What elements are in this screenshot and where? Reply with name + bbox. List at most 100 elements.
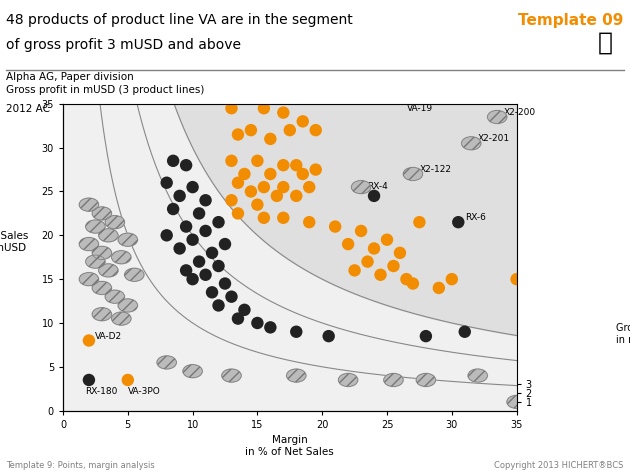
Point [84,337,94,344]
Point [311,166,321,173]
Point [401,275,411,283]
Point [278,214,289,221]
Point [324,332,334,340]
Point [304,183,314,191]
Point [356,227,366,235]
Circle shape [462,137,481,150]
Point [512,275,522,283]
Circle shape [86,255,105,268]
Point [304,219,314,226]
Point [278,109,289,117]
Y-axis label: Gross Profit
in mUSD: Gross Profit in mUSD [616,323,630,345]
Circle shape [86,220,105,233]
Point [175,192,185,200]
Point [421,332,431,340]
Point [175,244,185,252]
Point [311,126,321,134]
Text: X2-200: X2-200 [503,108,536,117]
Circle shape [118,233,137,246]
Point [265,135,275,143]
Text: 48 products of product line VA are in the segment: 48 products of product line VA are in th… [6,13,353,27]
Point [194,210,204,217]
Point [214,262,224,270]
Circle shape [92,308,112,321]
Text: RX-180: RX-180 [85,387,117,396]
Point [181,267,191,274]
Point [200,196,210,204]
Text: 🧍: 🧍 [597,31,612,54]
Point [214,219,224,226]
Point [200,227,210,235]
Circle shape [105,290,125,303]
Point [207,288,217,296]
Text: RX-2000: RX-2000 [0,471,1,472]
Point [460,328,470,336]
Point [226,196,236,204]
Point [162,232,172,239]
Point [253,157,263,165]
Circle shape [416,373,435,387]
Point [84,376,94,384]
Circle shape [338,373,358,387]
Point [285,126,295,134]
Point [220,280,230,287]
Point [447,275,457,283]
Text: of gross profit 3 mUSD and above: of gross profit 3 mUSD and above [6,38,241,52]
Point [259,104,269,112]
Point [298,118,308,125]
Point [220,240,230,248]
Point [123,376,133,384]
Circle shape [112,251,131,264]
Point [188,236,198,244]
Point [233,131,243,138]
Point [246,126,256,134]
Point [291,328,301,336]
Circle shape [287,369,306,382]
Point [259,214,269,221]
Point [226,104,236,112]
Point [369,192,379,200]
Point [233,210,243,217]
Point [226,157,236,165]
Circle shape [99,264,118,277]
Point [278,161,289,169]
Point [272,192,282,200]
Point [246,188,256,195]
Circle shape [79,198,99,211]
Point [162,179,172,186]
Point [188,183,198,191]
Point [291,161,301,169]
Text: X2-201: X2-201 [478,135,510,143]
Text: VA-3PO: VA-3PO [128,387,161,396]
Text: RX-6: RX-6 [465,213,486,222]
Point [181,161,191,169]
Point [375,271,386,278]
Point [253,201,263,209]
Circle shape [112,312,131,325]
Circle shape [384,373,403,387]
Circle shape [222,369,241,382]
Text: RX-2000: RX-2000 [0,471,1,472]
Point [453,219,463,226]
Point [369,244,379,252]
Circle shape [105,216,125,229]
Text: VA-19: VA-19 [406,104,433,113]
Point [395,249,405,257]
Circle shape [488,110,507,124]
Point [194,258,204,265]
Point [362,258,372,265]
Circle shape [157,356,176,369]
Text: RX-4: RX-4 [367,183,388,192]
Circle shape [92,246,112,260]
Point [343,240,353,248]
Circle shape [99,229,118,242]
Circle shape [125,268,144,281]
Point [415,219,425,226]
Point [214,302,224,309]
Point [233,179,243,186]
Point [207,249,217,257]
Point [298,170,308,178]
Circle shape [118,299,137,312]
Point [239,306,249,313]
Point [389,262,399,270]
